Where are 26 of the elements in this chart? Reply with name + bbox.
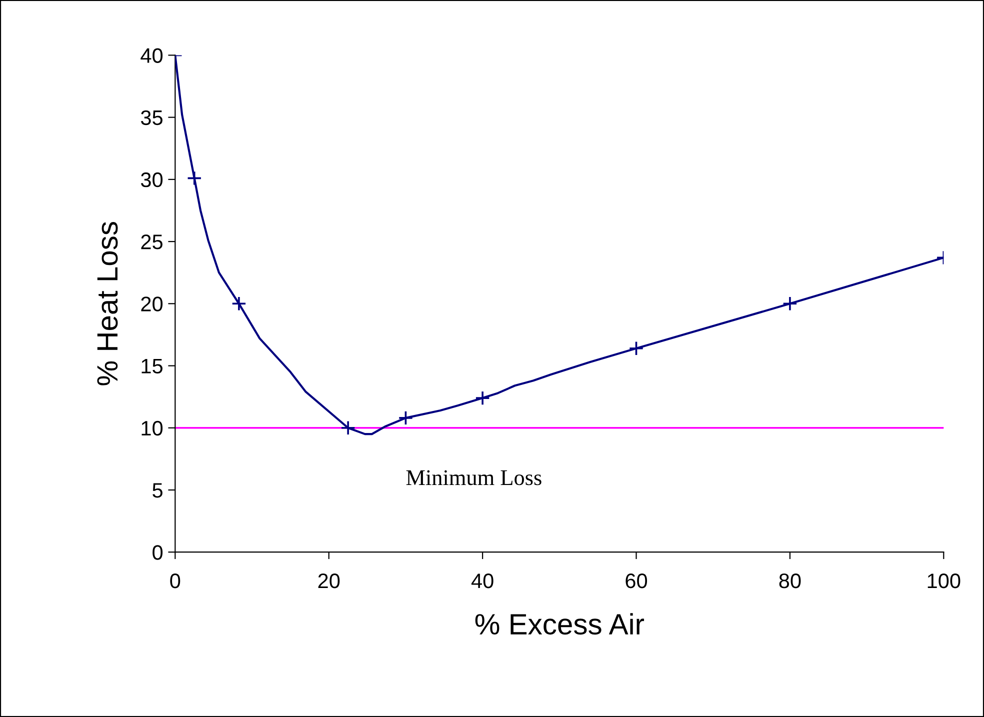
y-tick-label: 10: [142, 420, 163, 436]
y-tick-label: 25: [141, 234, 162, 250]
y-tick-label: 35: [140, 110, 162, 126]
x-tick-label: 80: [779, 573, 801, 588]
x-tick-label: 100: [928, 573, 960, 588]
x-tick-label: 0: [170, 573, 180, 588]
y-tick-label: 30: [140, 172, 163, 188]
y-tick-label: 15: [142, 358, 162, 374]
point: [475, 390, 490, 406]
y-axis-title: % Heat Loss: [97, 222, 118, 386]
x-tick-label: 20: [318, 573, 340, 588]
x-tick-label: 40: [471, 573, 494, 588]
y-tick-label: 40: [140, 48, 163, 63]
point: [782, 296, 798, 312]
y-tick-label: 20: [141, 296, 163, 312]
x-axis-title: % Excess Air: [475, 613, 644, 635]
point: [231, 296, 246, 312]
point: [186, 170, 202, 186]
y-tick-label: 5: [152, 483, 162, 498]
ref-line-label: Minimum Loss: [406, 470, 542, 486]
y-tick-label: 0: [152, 545, 163, 560]
line-series: [175, 55, 944, 436]
point: [398, 410, 414, 426]
point: [340, 420, 356, 436]
point: [628, 340, 644, 356]
x-tick-label: 60: [626, 573, 648, 588]
